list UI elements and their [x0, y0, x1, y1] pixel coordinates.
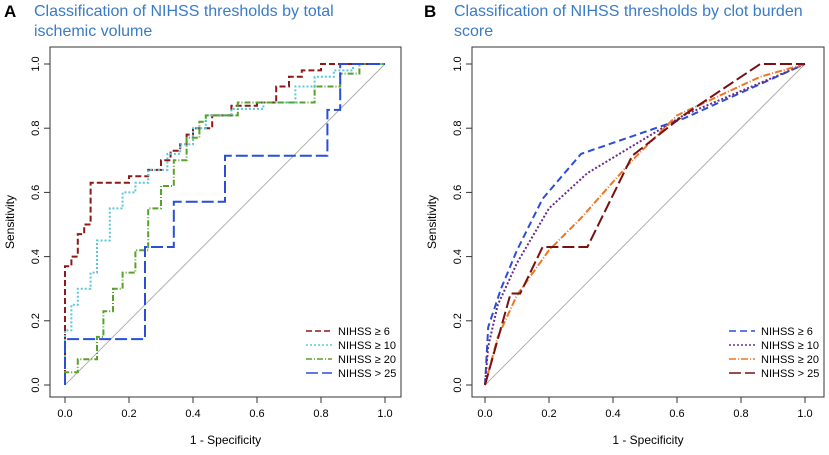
roc-curve-series — [484, 63, 806, 386]
y-axis-label: Sensitivity — [3, 195, 17, 249]
plot-frame — [471, 46, 825, 398]
y-tick-label: 1.0 — [30, 56, 42, 71]
x-tick-label: 0.6 — [249, 408, 264, 420]
panel-letter: A — [4, 2, 17, 21]
x-tick-label: 0.4 — [185, 408, 200, 420]
x-axis-label: 1 - Specificity — [190, 433, 261, 447]
y-tick-label: 0.4 — [30, 249, 42, 264]
legend-label: NIHSS > 25 — [338, 368, 396, 380]
x-tick-label: 0.4 — [605, 408, 620, 420]
legend-label: NIHSS > 25 — [761, 368, 819, 380]
panel-a: A Classification of NIHSS thresholds by … — [3, 2, 402, 447]
roc-curve-series — [484, 63, 806, 386]
y-tick-label: 0.0 — [30, 377, 42, 392]
reference-diagonal — [484, 63, 806, 386]
roc-curve-series — [64, 63, 385, 385]
y-tick-label: 0.8 — [30, 121, 42, 136]
roc-curve-series — [484, 63, 806, 386]
chart-title: Classification of NIHSS thresholds by cl… — [454, 3, 803, 40]
reference-diagonal — [64, 63, 386, 386]
legend-label: NIHSS ≥ 6 — [761, 326, 813, 338]
x-tick-label: 0.2 — [121, 408, 136, 420]
x-tick-label: 1.0 — [377, 408, 392, 420]
legend-label: NIHSS ≥ 6 — [338, 326, 390, 338]
panel-b: B Classification of NIHSS thresholds by … — [415, 0, 829, 455]
roc-chart-volume: 0.0 0.2 0.4 0.6 0.8 1.0 0.0 0.2 0.4 0.6 0.8 1.0 1 - … — [3, 46, 402, 447]
x-tick-label: 1.0 — [797, 408, 812, 420]
y-tick-label: 0.6 — [30, 185, 42, 200]
y-tick-label: 0.6 — [452, 185, 464, 200]
roc-curve-series — [64, 63, 385, 385]
plot-frame — [49, 46, 402, 398]
roc-curve-series — [64, 63, 385, 385]
x-tick-label: 0.2 — [541, 408, 556, 420]
roc-curve-series — [64, 63, 385, 385]
panel-letter: B — [424, 2, 437, 21]
y-tick-label: 0.4 — [452, 249, 464, 264]
x-tick-label: 0.8 — [733, 408, 748, 420]
y-tick-label: 0.8 — [452, 121, 464, 136]
y-tick-label: 0.0 — [452, 377, 464, 392]
x-tick-label: 0.0 — [57, 408, 72, 420]
legend-label: NIHSS ≥ 20 — [761, 354, 819, 366]
chart-title: Classification of NIHSS thresholds by to… — [34, 3, 334, 40]
y-tick-label: 0.2 — [30, 313, 42, 328]
roc-chart-clot-burden: 0.0 0.2 0.4 0.6 0.8 1.0 0.0 0.2 0.4 0.6 0.8 1.0 1 - … — [425, 46, 825, 447]
x-axis-label: 1 - Specificity — [612, 433, 683, 447]
legend-label: NIHSS ≥ 20 — [338, 354, 396, 366]
x-tick-label: 0.0 — [477, 408, 492, 420]
legend-label: NIHSS ≥ 10 — [761, 340, 819, 352]
y-tick-label: 1.0 — [452, 56, 464, 71]
legend-label: NIHSS ≥ 10 — [338, 340, 396, 352]
x-tick-label: 0.8 — [313, 408, 328, 420]
y-tick-label: 0.2 — [452, 313, 464, 328]
roc-curve-series — [484, 63, 805, 386]
y-axis-label: Sensitivity — [425, 195, 439, 249]
x-tick-label: 0.6 — [669, 408, 684, 420]
